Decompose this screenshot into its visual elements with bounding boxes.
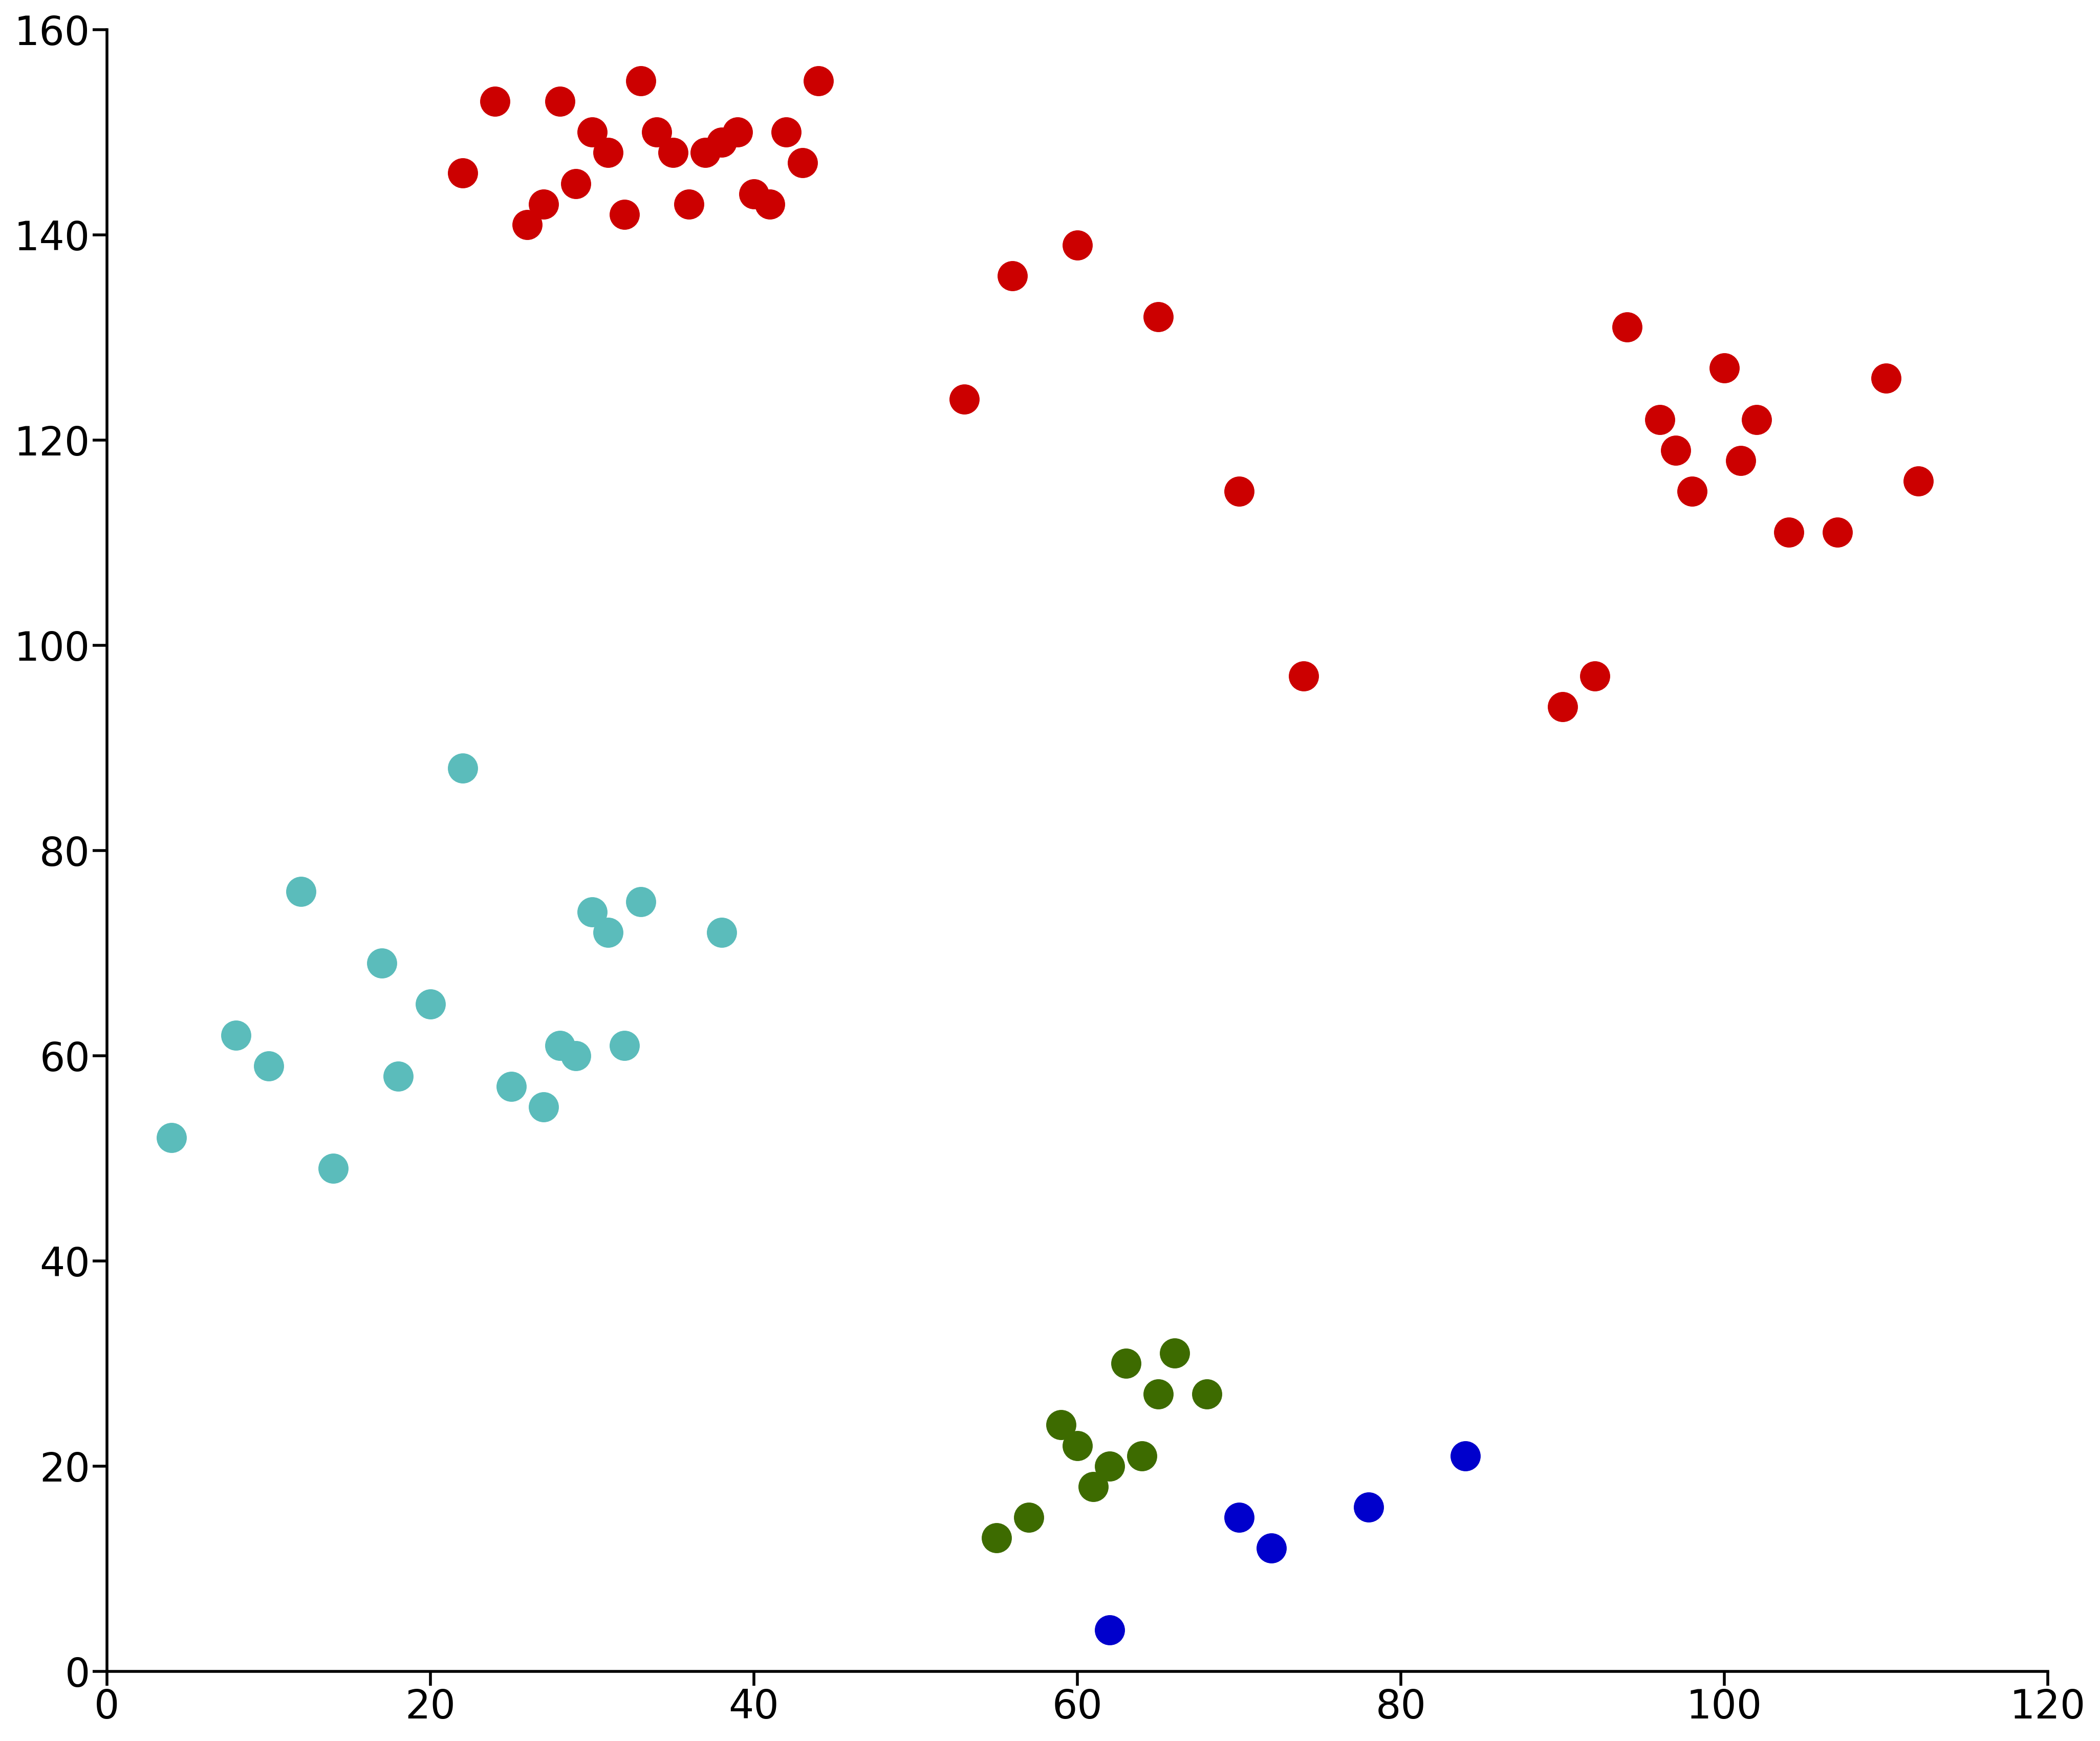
Point (559, 169, 592, 197)
Point (493, 1072, 527, 1100)
Point (1546, 693, 1579, 721)
Point (1577, 662, 1611, 689)
Point (1142, 303, 1176, 331)
Point (720, 118, 754, 146)
Point (1611, 313, 1644, 341)
Point (592, 139, 626, 167)
Point (1869, 364, 1903, 392)
Point (802, 66, 836, 94)
Point (1772, 519, 1806, 547)
Point (1642, 406, 1676, 434)
Point (1449, 1442, 1483, 1469)
Point (624, 888, 657, 916)
Point (544, 87, 578, 115)
Point (1287, 662, 1321, 689)
Point (1109, 1349, 1142, 1377)
Point (575, 118, 609, 146)
Point (1044, 1410, 1077, 1438)
Point (479, 87, 512, 115)
Point (1191, 1381, 1224, 1408)
Point (527, 1093, 561, 1121)
Point (365, 949, 399, 977)
Point (155, 1123, 189, 1151)
Point (1092, 1452, 1126, 1480)
Point (1142, 1381, 1176, 1408)
Point (1077, 1473, 1111, 1501)
Point (979, 1523, 1012, 1551)
Point (706, 129, 739, 157)
Point (1012, 1504, 1046, 1532)
Point (1707, 353, 1741, 381)
Point (1724, 446, 1758, 474)
Point (1659, 437, 1693, 465)
Point (284, 877, 317, 905)
Point (995, 261, 1029, 289)
Point (1126, 1442, 1159, 1469)
Point (1352, 1494, 1386, 1522)
Point (640, 118, 674, 146)
Point (414, 991, 447, 1018)
Point (624, 66, 657, 94)
Point (317, 1154, 351, 1182)
Point (1821, 519, 1854, 547)
Point (445, 158, 479, 186)
Point (382, 1062, 416, 1090)
Point (1060, 1431, 1094, 1459)
Point (544, 1031, 578, 1059)
Point (592, 919, 626, 947)
Point (737, 179, 771, 207)
Point (1903, 467, 1936, 494)
Point (754, 190, 788, 218)
Point (510, 211, 544, 239)
Point (655, 139, 689, 167)
Point (689, 139, 722, 167)
Point (785, 150, 819, 178)
Point (1222, 1504, 1256, 1532)
Point (769, 118, 802, 146)
Point (1060, 232, 1094, 259)
Point (575, 898, 609, 926)
Point (1254, 1534, 1287, 1562)
Point (252, 1052, 286, 1079)
Point (1676, 477, 1709, 505)
Point (527, 190, 561, 218)
Point (218, 1022, 252, 1050)
Point (445, 754, 479, 782)
Point (672, 190, 706, 218)
Point (1092, 1616, 1126, 1644)
Point (1157, 1339, 1191, 1367)
Point (607, 200, 640, 228)
Point (607, 1031, 640, 1059)
Point (947, 385, 981, 413)
Point (706, 919, 739, 947)
Point (1741, 406, 1774, 434)
Point (559, 1041, 592, 1069)
Point (1222, 477, 1256, 505)
